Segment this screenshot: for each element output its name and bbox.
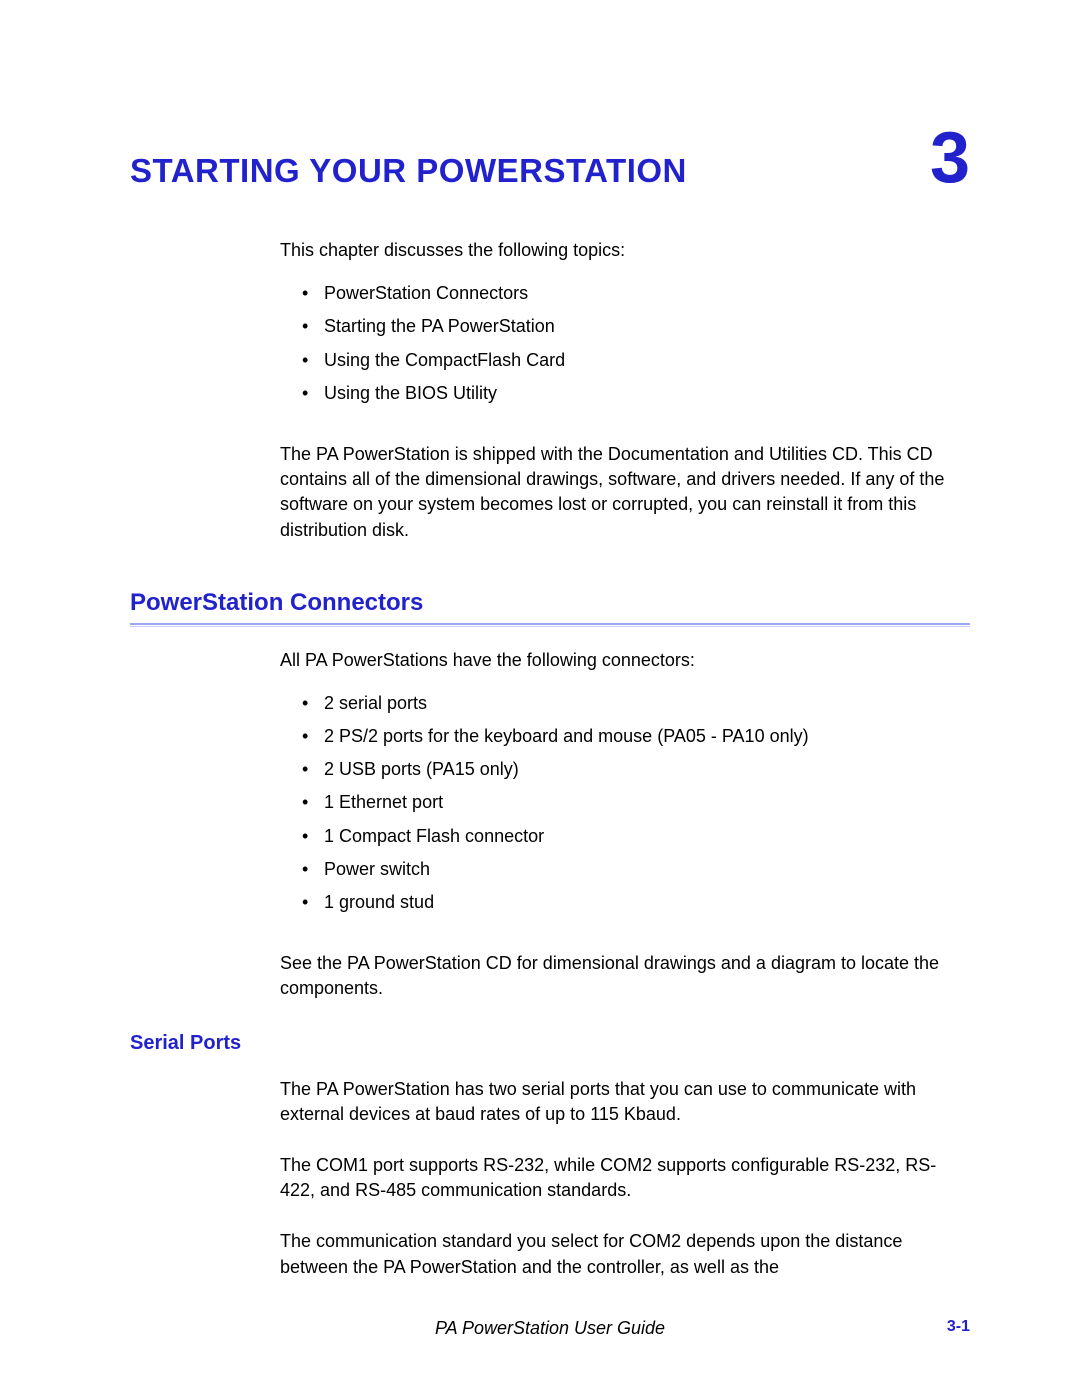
chapter-header: STARTING YOUR POWERSTATION 3 xyxy=(130,130,970,190)
chapter-number: 3 xyxy=(930,130,970,188)
section1-body: All PA PowerStations have the following … xyxy=(280,648,970,1002)
sub-heading-serial-ports: Serial Ports xyxy=(130,1032,970,1055)
list-item: 1 Ethernet port xyxy=(302,790,970,815)
list-item: Using the CompactFlash Card xyxy=(302,348,970,373)
section-heading-connectors: PowerStation Connectors xyxy=(130,589,970,617)
list-item: 1 ground stud xyxy=(302,890,970,915)
intro-topics-list: PowerStation Connectors Starting the PA … xyxy=(302,281,970,406)
section1-lead: All PA PowerStations have the following … xyxy=(280,648,970,673)
list-item: Power switch xyxy=(302,857,970,882)
page-footer: PA PowerStation User Guide 3-1 xyxy=(130,1318,970,1339)
sub1-body: The PA PowerStation has two serial ports… xyxy=(280,1077,970,1280)
section-rule xyxy=(130,623,970,626)
list-item: 1 Compact Flash connector xyxy=(302,824,970,849)
chapter-title: STARTING YOUR POWERSTATION xyxy=(130,152,687,190)
serial-p2: The COM1 port supports RS-232, while COM… xyxy=(280,1153,970,1203)
list-item: Starting the PA PowerStation xyxy=(302,314,970,339)
serial-p1: The PA PowerStation has two serial ports… xyxy=(280,1077,970,1127)
connectors-list: 2 serial ports 2 PS/2 ports for the keyb… xyxy=(302,691,970,915)
list-item: 2 serial ports xyxy=(302,691,970,716)
footer-guide-title: PA PowerStation User Guide xyxy=(435,1318,665,1339)
intro-paragraph: The PA PowerStation is shipped with the … xyxy=(280,442,970,543)
footer-page-number: 3-1 xyxy=(947,1318,970,1336)
section1-paragraph: See the PA PowerStation CD for dimension… xyxy=(280,951,970,1001)
list-item: PowerStation Connectors xyxy=(302,281,970,306)
list-item: Using the BIOS Utility xyxy=(302,381,970,406)
list-item: 2 USB ports (PA15 only) xyxy=(302,757,970,782)
list-item: 2 PS/2 ports for the keyboard and mouse … xyxy=(302,724,970,749)
intro-block: This chapter discusses the following top… xyxy=(280,238,970,543)
intro-lead: This chapter discusses the following top… xyxy=(280,238,970,263)
serial-p3: The communication standard you select fo… xyxy=(280,1229,970,1279)
